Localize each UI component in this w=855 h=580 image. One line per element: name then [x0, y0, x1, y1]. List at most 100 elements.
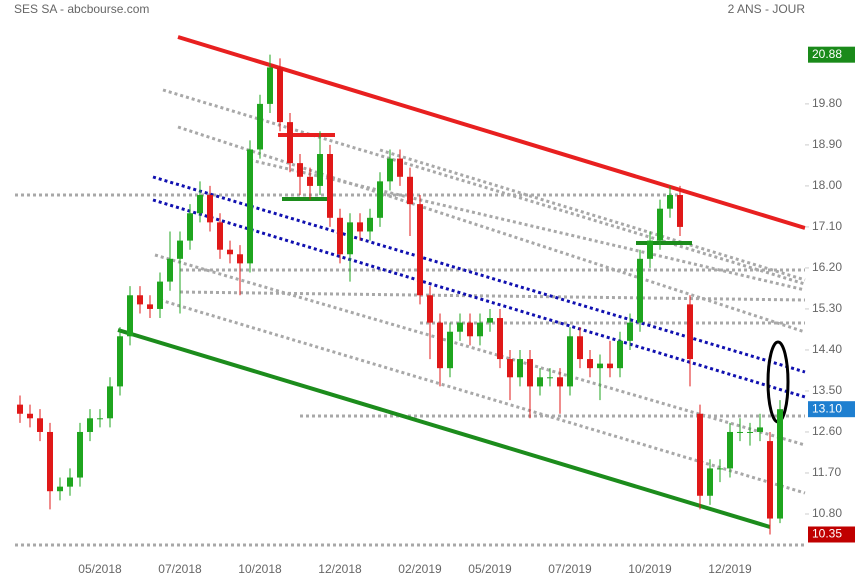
price-tag-label: 10.35: [812, 527, 842, 541]
candle-body: [107, 386, 113, 419]
y-tick-label: 18.00: [812, 178, 842, 192]
candle-body: [157, 281, 163, 309]
candle-body: [497, 318, 503, 360]
x-tick-label: 12/2018: [318, 562, 362, 576]
candle-body: [717, 468, 723, 470]
candle-body: [227, 249, 233, 255]
candle-body: [377, 181, 383, 218]
candle-body: [597, 363, 603, 369]
price-tag-label: 20.88: [812, 47, 842, 61]
candle-body: [697, 413, 703, 496]
candle-body: [427, 295, 433, 323]
candle-body: [637, 258, 643, 323]
candle-body: [347, 222, 353, 255]
candle-body: [687, 304, 693, 360]
candle-body: [627, 322, 633, 341]
candle-body: [727, 431, 733, 469]
y-tick-label: 18.90: [812, 137, 842, 151]
candle-body: [167, 258, 173, 282]
candle-body: [737, 431, 743, 433]
x-tick-label: 10/2018: [238, 562, 282, 576]
y-tick-label: 10.80: [812, 506, 842, 520]
candle-body: [767, 441, 773, 519]
candle-body: [47, 431, 53, 492]
x-tick-label: 07/2019: [548, 562, 592, 576]
channel-line: [159, 298, 806, 495]
candle-body: [37, 418, 43, 432]
candle-body: [257, 103, 263, 150]
candle-body: [757, 427, 763, 432]
candle-body: [237, 254, 243, 264]
candle-body: [397, 158, 403, 177]
candle-body: [67, 477, 73, 487]
candle-body: [97, 418, 103, 420]
candle-body: [707, 468, 713, 496]
x-tick-label: 02/2019: [398, 562, 442, 576]
channel-line: [154, 253, 806, 447]
candle-body: [247, 149, 253, 264]
y-tick-label: 11.70: [812, 465, 841, 479]
candle-body: [747, 431, 753, 433]
candle-body: [567, 336, 573, 387]
candle-body: [487, 318, 493, 323]
chart-title: SES SA - abcbourse.com: [14, 2, 149, 16]
candle-body: [507, 359, 513, 378]
channel-line: [177, 125, 806, 334]
candle-body: [147, 304, 153, 309]
candle-body: [357, 222, 363, 232]
candle-body: [777, 409, 783, 519]
candle-body: [657, 208, 663, 241]
candle-body: [587, 359, 593, 369]
candle-body: [557, 377, 563, 387]
support-trend: [117, 328, 771, 529]
candle-body: [517, 359, 523, 378]
candle-body: [87, 418, 93, 432]
candle-body: [537, 377, 543, 387]
candle-body: [287, 122, 293, 164]
x-tick-label: 12/2019: [708, 562, 752, 576]
candle-body: [577, 336, 583, 360]
candle-body: [407, 176, 413, 205]
analysis-lines: [15, 35, 806, 547]
chart-subtitle: 2 ANS - JOUR: [728, 2, 806, 16]
candle-body: [177, 240, 183, 259]
candle-body: [647, 240, 653, 259]
price-tag: [808, 526, 855, 543]
y-tick-label: 19.80: [812, 96, 842, 110]
candle-body: [547, 377, 553, 379]
candle-body: [277, 67, 283, 123]
candle-body: [117, 336, 123, 387]
candle-body: [187, 213, 193, 241]
candle-body: [677, 195, 683, 227]
y-tick-label: 13.50: [812, 383, 842, 397]
x-tick-label: 05/2018: [78, 562, 122, 576]
candle-body: [337, 217, 343, 255]
price-tag: [808, 46, 855, 63]
candle-body: [617, 340, 623, 369]
candle-body: [527, 359, 533, 387]
y-tick-label: 14.40: [812, 342, 842, 356]
candle-body: [447, 331, 453, 369]
price-tag: [808, 401, 855, 418]
candle-body: [17, 404, 23, 414]
candle-body: [437, 322, 443, 369]
candle-body: [387, 158, 393, 182]
candle-body: [367, 217, 373, 232]
price-tag-label: 13.10: [812, 401, 842, 415]
y-tick-label: 12.60: [812, 424, 842, 438]
channel-line: [249, 158, 806, 292]
candle-body: [57, 486, 63, 492]
candle-body: [27, 413, 33, 419]
candle-body: [457, 322, 463, 332]
x-tick-label: 07/2018: [158, 562, 202, 576]
y-tick-label: 15.30: [812, 301, 842, 315]
candle-body: [467, 322, 473, 337]
channel-line: [379, 148, 806, 282]
candle-body: [197, 195, 203, 214]
candle-body: [137, 295, 143, 305]
candle-body: [667, 195, 673, 209]
candle-body: [327, 154, 333, 218]
y-tick-label: 17.10: [812, 219, 842, 233]
